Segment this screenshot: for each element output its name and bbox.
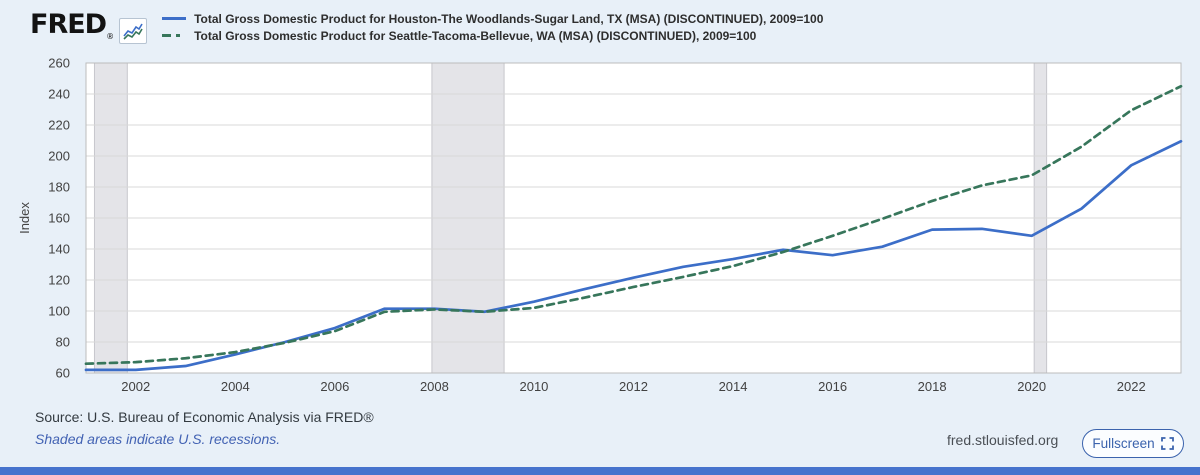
chart-legend: Total Gross Domestic Product for Houston… <box>161 9 823 44</box>
legend-label-seattle: Total Gross Domestic Product for Seattle… <box>194 28 757 43</box>
y-tick-label: 60 <box>56 366 70 381</box>
x-tick-label: 2016 <box>818 379 847 394</box>
y-tick-label: 240 <box>48 87 70 102</box>
fullscreen-button[interactable]: Fullscreen <box>1082 429 1184 458</box>
source-text: Source: U.S. Bureau of Economic Analysis… <box>35 409 374 425</box>
fred-logo: FRED® <box>30 9 115 41</box>
seattle-series-line <box>84 84 1183 366</box>
x-tick-label: 2022 <box>1117 379 1146 394</box>
y-tick-label: 120 <box>48 273 70 288</box>
legend-item-houston: Total Gross Domestic Product for Houston… <box>161 10 823 27</box>
fullscreen-expand-icon <box>1160 437 1174 450</box>
bottom-accent-bar <box>0 467 1200 475</box>
x-tick-label: 2018 <box>918 379 947 394</box>
y-tick-label: 220 <box>48 118 70 133</box>
x-tick-label: 2012 <box>619 379 648 394</box>
recession-note-link[interactable]: Shaded areas indicate U.S. recessions. <box>35 431 281 447</box>
plot-border <box>85 62 1182 374</box>
x-tick-label: 2008 <box>420 379 449 394</box>
y-tick-label: 180 <box>48 180 70 195</box>
x-tick-label: 2014 <box>719 379 748 394</box>
y-tick-label: 80 <box>56 335 70 350</box>
x-tick-label: 2020 <box>1017 379 1046 394</box>
y-tick-label: 260 <box>48 56 70 71</box>
x-tick-label: 2006 <box>320 379 349 394</box>
y-tick-label: 160 <box>48 211 70 226</box>
legend-item-seattle: Total Gross Domestic Product for Seattle… <box>161 27 823 44</box>
registered-mark: ® <box>106 32 115 41</box>
x-tick-label: 2004 <box>221 379 250 394</box>
y-tick-label: 200 <box>48 149 70 164</box>
y-axis-title: Index <box>17 202 32 234</box>
chart-header: FRED® Total Gross Domestic Product for H… <box>30 9 823 53</box>
x-tick-label: 2002 <box>121 379 150 394</box>
y-tick-label: 100 <box>48 304 70 319</box>
y-tick-label: 140 <box>48 242 70 257</box>
fullscreen-label: Fullscreen <box>1092 436 1155 451</box>
fred-url: fred.stlouisfed.org <box>947 432 1059 448</box>
x-tick-label: 2010 <box>519 379 548 394</box>
legend-label-houston: Total Gross Domestic Product for Houston… <box>194 11 824 26</box>
fred-sparkline-icon <box>119 18 148 44</box>
